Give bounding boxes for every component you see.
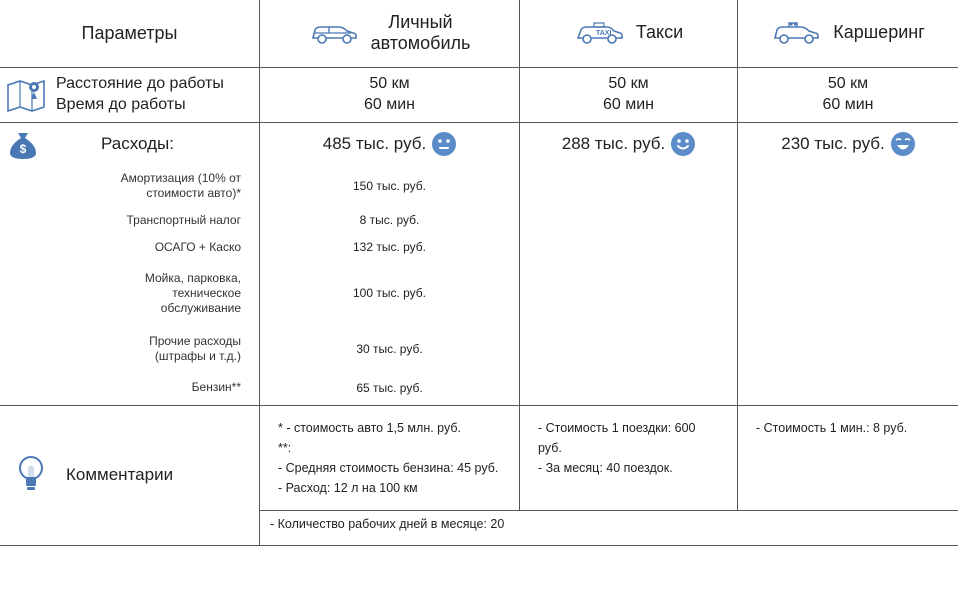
header-personal-car: Личный автомобиль	[260, 0, 520, 68]
expenses-label: Расходы:	[54, 134, 251, 154]
expenses-carsharing: 230 тыс. руб.	[738, 123, 958, 165]
header-carsharing: Каршеринг	[738, 0, 958, 68]
expenses-taxi: 288 тыс. руб.	[520, 123, 738, 165]
header-parameters: Параметры	[0, 0, 260, 68]
breakdown-val-0: 150 тыс. руб.	[260, 165, 520, 207]
taxi-icon: TAXI	[574, 20, 624, 46]
comments-taxi: - Стоимость 1 поездки: 600 руб. - За мес…	[520, 406, 738, 511]
header-parameters-text: Параметры	[82, 23, 178, 44]
money-bag-icon: $	[6, 127, 40, 161]
dist-km: 50 км	[369, 74, 409, 95]
svg-text:TAXI: TAXI	[596, 30, 611, 37]
dist-min: 60 мин	[603, 95, 654, 116]
header-personal-car-text: Личный автомобиль	[371, 12, 471, 53]
breakdown-val-2: 132 тыс. руб.	[260, 234, 520, 261]
breakdown-label-2: ОСАГО + Каско	[0, 234, 260, 261]
distance-label-1: Расстояние до работы	[56, 74, 224, 95]
expenses-personal-car-value: 485 тыс. руб.	[323, 134, 426, 154]
expenses-carsharing-value: 230 тыс. руб.	[781, 134, 884, 154]
distance-labels: Расстояние до работы Время до работы	[56, 74, 224, 116]
dist-min: 60 мин	[822, 95, 873, 116]
distance-carsharing: 50 км 60 мин	[738, 68, 958, 123]
distance-personal-car: 50 км 60 мин	[260, 68, 520, 123]
breakdown-val-3: 100 тыс. руб.	[260, 261, 520, 326]
smile-face-icon	[671, 132, 695, 156]
car-icon	[309, 20, 359, 46]
neutral-face-icon	[432, 132, 456, 156]
distance-label-cell: Расстояние до работы Время до работы	[0, 68, 260, 123]
breakdown-label-0: Амортизация (10% от стоимости авто)*	[0, 165, 260, 207]
breakdown-label-4: Прочие расходы (штрафы и т.д.)	[0, 326, 260, 372]
lightbulb-icon	[14, 453, 48, 497]
header-taxi-text: Такси	[636, 22, 683, 43]
distance-label-2: Время до работы	[56, 95, 224, 116]
expenses-taxi-value: 288 тыс. руб.	[562, 134, 665, 154]
expenses-personal-car: 485 тыс. руб.	[260, 123, 520, 165]
breakdown-val-1: 8 тыс. руб.	[260, 207, 520, 234]
map-icon	[6, 75, 46, 115]
expenses-label-cell: $ Расходы:	[0, 123, 260, 165]
comments-label-cell: Комментарии	[0, 406, 260, 546]
laugh-face-icon	[891, 132, 915, 156]
carsharing-icon	[771, 20, 821, 46]
breakdown-val-5: 65 тыс. руб.	[260, 372, 520, 406]
distance-taxi: 50 км 60 мин	[520, 68, 738, 123]
comparison-table: Параметры Личный автомобиль TAXI Такси К…	[0, 0, 958, 546]
comments-common: - Количество рабочих дней в месяце: 20	[260, 511, 958, 546]
breakdown-label-1: Транспортный налог	[0, 207, 260, 234]
header-carsharing-text: Каршеринг	[833, 22, 925, 43]
breakdown-label-3: Мойка, парковка, техническое обслуживани…	[0, 261, 260, 326]
dist-min: 60 мин	[364, 95, 415, 116]
comments-label: Комментарии	[66, 465, 173, 485]
dist-km: 50 км	[828, 74, 868, 95]
breakdown-label-5: Бензин**	[0, 372, 260, 406]
svg-text:$: $	[20, 142, 27, 156]
header-taxi: TAXI Такси	[520, 0, 738, 68]
comments-carsharing: - Стоимость 1 мин.: 8 руб.	[738, 406, 958, 511]
breakdown-val-4: 30 тыс. руб.	[260, 326, 520, 372]
comments-personal-car: * - стоимость авто 1,5 млн. руб. **: - С…	[260, 406, 520, 511]
dist-km: 50 км	[608, 74, 648, 95]
